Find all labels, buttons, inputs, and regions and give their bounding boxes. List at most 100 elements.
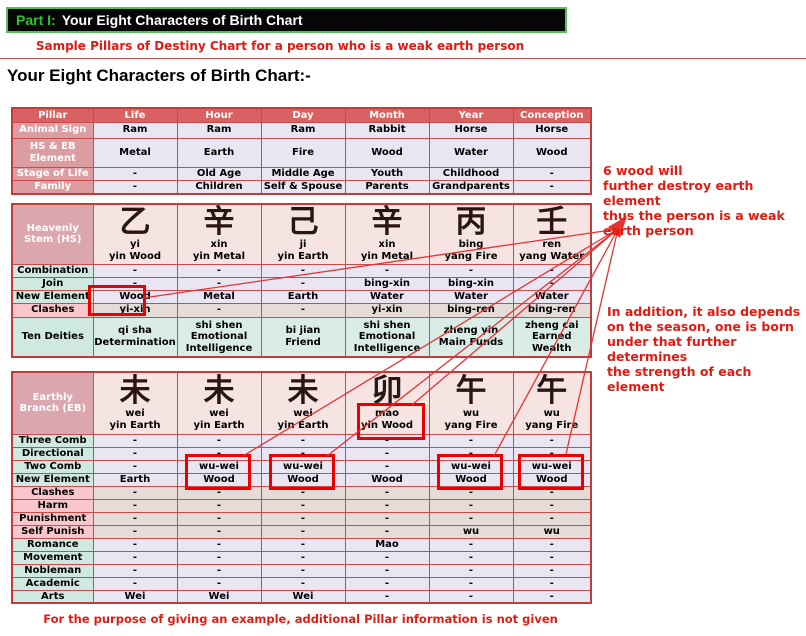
cell: Ram: [260, 121, 346, 139]
cell: Wood: [176, 472, 262, 487]
branch-pinyin: wu: [543, 408, 560, 420]
row-label: New Element: [11, 289, 94, 304]
highlight-box-wuwei-conception: [518, 454, 584, 490]
cell: -: [176, 302, 262, 318]
stem-pinyin: ji: [299, 239, 307, 251]
cell: -: [512, 563, 592, 578]
cell: Earth: [92, 472, 178, 487]
cell: -: [176, 537, 262, 552]
highlight-box-mao-wood: [357, 403, 425, 440]
branch-char: 午: [455, 373, 487, 410]
cell: -: [176, 576, 262, 591]
cell: -: [92, 459, 178, 474]
stem-char: 乙: [119, 204, 151, 241]
cell: Old Age: [176, 166, 262, 181]
cell: zheng yin Main Funds: [428, 316, 514, 358]
cell: bing-ren: [428, 302, 514, 318]
cell: -: [92, 550, 178, 565]
cell: bi jian Friend: [260, 316, 346, 358]
row-label: Combination: [11, 263, 94, 278]
table-row: Two Comb - wu-wei wu-wei - wu-wei wu-wei: [11, 459, 592, 474]
cell: -: [176, 524, 262, 539]
table-row: Stage of Life - Old Age Middle Age Youth Chil…: [11, 166, 592, 181]
cell: -: [512, 276, 592, 291]
heavenly-stem-table: Heavenly Stem (HS) 乙 yi yin Wood 辛 xin yin Met…: [11, 203, 592, 358]
cell: Water: [428, 137, 514, 168]
table-row: Three Comb - - - - - -: [11, 433, 592, 448]
section-heading: Your Eight Characters of Birth Chart:-: [7, 66, 311, 85]
cell: Wei: [176, 589, 262, 604]
cell: -: [428, 550, 514, 565]
table-row: New Element Earth Wood Wood Wood Wood Wood: [11, 472, 592, 487]
cell: -: [344, 563, 430, 578]
column-header: Life: [92, 107, 178, 123]
cell: -: [428, 498, 514, 513]
stem-element: yang Fire: [444, 251, 498, 263]
branch-element: yang Fire: [444, 420, 498, 432]
part-title: Your Eight Characters of Birth Chart: [61, 12, 303, 28]
column-header: Hour: [176, 107, 262, 123]
cell: Rabbit: [344, 121, 430, 139]
row-label: New Element: [11, 472, 94, 487]
row-label: Clashes: [11, 302, 94, 318]
branch-char: 未: [203, 373, 235, 410]
stem-element: yang Water: [519, 251, 585, 263]
stem-char: 己: [287, 204, 319, 241]
cell: bing-ren: [512, 302, 592, 318]
cell: -: [344, 459, 430, 474]
cell: -: [512, 576, 592, 591]
cell: -: [344, 485, 430, 500]
pillar-table: Pillar Life Hour Day Month Year Conception Ani…: [11, 107, 592, 195]
table-row: Nobleman - - - - - -: [11, 563, 592, 578]
row-label: Three Comb: [11, 433, 94, 448]
row-label: Harm: [11, 498, 94, 513]
cell: -: [428, 263, 514, 278]
stem-element: yin Metal: [192, 251, 246, 263]
cell: Wei: [260, 589, 346, 604]
cell: -: [428, 576, 514, 591]
branch-cell: 未 wei yin Earth: [176, 371, 262, 435]
column-header: Month: [344, 107, 430, 123]
branch-element: yin Earth: [277, 420, 329, 432]
cell: -: [512, 537, 592, 552]
cell: -: [344, 550, 430, 565]
cell: yi-xin: [344, 302, 430, 318]
cell: -: [176, 550, 262, 565]
stem-element: yin Metal: [360, 251, 414, 263]
cell: Wei: [92, 589, 178, 604]
table-row: Animal Sign Ram Ram Ram Rabbit Horse Horse: [11, 121, 592, 139]
cell: -: [344, 524, 430, 539]
table-row: Ten Deities qi sha Determination shi shen …: [11, 316, 592, 358]
table-row: Academic - - - - - -: [11, 576, 592, 591]
cell: -: [512, 589, 592, 604]
row-label: Directional: [11, 446, 94, 461]
branch-element: yang Fire: [525, 420, 579, 432]
cell: Metal: [176, 289, 262, 304]
cell: bing-xin: [344, 276, 430, 291]
cell: -: [428, 537, 514, 552]
stem-cell: 辛 xin yin Metal: [344, 203, 430, 265]
cell: Wood: [428, 472, 514, 487]
cell: -: [512, 498, 592, 513]
cell: -: [260, 433, 346, 448]
row-label: Self Punish: [11, 524, 94, 539]
table-row: Self Punish - - - - wu wu: [11, 524, 592, 539]
row-label: Join: [11, 276, 94, 291]
cell: -: [344, 498, 430, 513]
annotation-weak-earth: 6 wood will further destroy earth elemen…: [603, 163, 785, 238]
highlight-box-wuwei-hour: [185, 454, 251, 490]
cell: wu-wei: [176, 459, 262, 474]
row-label: Animal Sign: [11, 121, 94, 139]
row-label: Arts: [11, 589, 94, 604]
cell: Water: [512, 289, 592, 304]
stem-element: yin Earth: [277, 251, 329, 263]
branch-cell: 午 wu yang Fire: [512, 371, 592, 435]
cell: -: [92, 524, 178, 539]
branch-cell: 未 wei yin Earth: [92, 371, 178, 435]
column-header: Conception: [512, 107, 592, 123]
glyph-header-row: Heavenly Stem (HS) 乙 yi yin Wood 辛 xin yin Met…: [11, 203, 592, 265]
cell: -: [92, 179, 178, 195]
cell: Wood: [512, 137, 592, 168]
cell: -: [92, 166, 178, 181]
column-header: Year: [428, 107, 514, 123]
